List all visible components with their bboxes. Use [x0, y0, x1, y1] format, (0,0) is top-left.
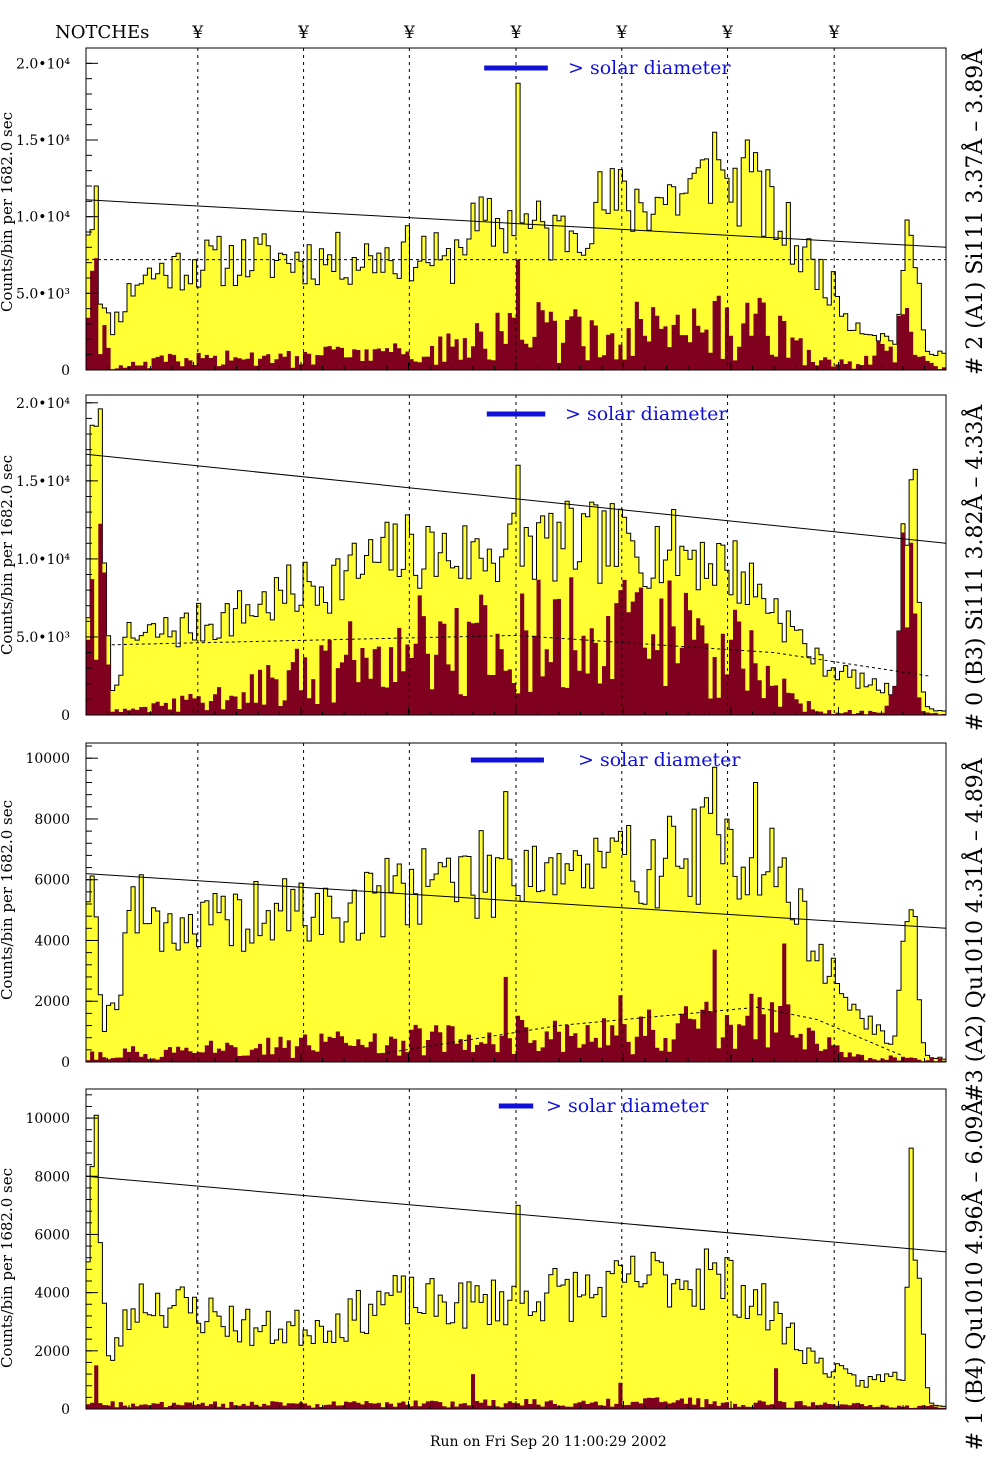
y-tick-label: 5.0•10³: [16, 630, 70, 646]
y-tick-label: 0: [61, 708, 70, 724]
total-counts-outline: [86, 766, 946, 1060]
total-counts-histogram: [86, 767, 946, 1062]
background-histogram: [86, 1365, 946, 1409]
solar-diameter-label: > solar diameter: [568, 57, 731, 79]
y-tick-label: 0: [61, 1402, 70, 1418]
trend-line: [85, 1175, 947, 1253]
y-axis-label: Counts/bin per 1682.0 sec: [0, 112, 16, 312]
trend-line: [85, 453, 947, 544]
panel-title: # 2 (A1) Si111 3.37Å – 3.89Å: [960, 48, 988, 375]
y-tick-label: 5.0•10³: [16, 286, 70, 302]
notch-symbols: ¥ ¥ ¥ ¥ ¥ ¥ ¥: [191, 23, 839, 43]
y-tick-label: 0: [61, 363, 70, 379]
mean-level-line: [386, 1006, 904, 1057]
total-counts-outline: [86, 82, 946, 356]
total-counts-histogram: [86, 408, 946, 715]
notches-label: NOTCHEs: [55, 22, 149, 43]
background-histogram: [86, 943, 946, 1062]
panel-title: # 1 (B4) Qu1010 4.96Å – 6.09Å: [960, 1099, 988, 1451]
y-tick-label: 8000: [34, 812, 70, 828]
panel-title: # 0 (B3) Si111 3.82Å – 4.33Å: [960, 404, 988, 732]
solar-diameter-label: > solar diameter: [578, 749, 741, 771]
y-tick-label: 10000: [25, 1111, 70, 1127]
y-tick-label: 2.0•10⁴: [16, 396, 70, 412]
y-tick-label: 4000: [34, 933, 70, 949]
notch-symbol: ¥: [403, 23, 415, 43]
y-tick-label: 0: [61, 1055, 70, 1071]
notch-symbol: ¥: [615, 23, 627, 43]
trend-line: [85, 199, 947, 248]
y-axis-label: Counts/bin per 1682.0 sec: [0, 455, 16, 655]
panel-qu1010-b4: Counts/bin per 1682.0 sec # 1 (B4) Qu101…: [0, 1088, 988, 1451]
notch-symbol: ¥: [721, 23, 733, 43]
y-tick-label: 2000: [34, 1344, 70, 1360]
y-tick-label: 6000: [34, 873, 70, 889]
y-tick-label: 1.5•10⁴: [16, 133, 70, 149]
y-tick-label: 8000: [34, 1169, 70, 1185]
y-axis-label: Counts/bin per 1682.0 sec: [0, 1168, 16, 1368]
y-tick-label: 1.5•10⁴: [16, 474, 70, 490]
y-tick-label: 2000: [34, 994, 70, 1010]
y-axis-label: Counts/bin per 1682.0 sec: [0, 800, 16, 1000]
panel-si111-b3: Counts/bin per 1682.0 sec # 0 (B3) Si111…: [0, 394, 988, 732]
y-tick-label: 1.0•10⁴: [16, 210, 70, 226]
solar-diameter-label: > solar diameter: [546, 1095, 709, 1117]
trend-line: [85, 873, 947, 929]
panel-si111-a1: Counts/bin per 1682.0 sec # 2 (A1) Si111…: [0, 47, 988, 379]
y-tick-label: 10000: [25, 751, 70, 767]
panel-qu1010-a2: Counts/bin per 1682.0 sec #3 (A2) Qu1010…: [0, 742, 988, 1102]
y-tick-label: 1.0•10⁴: [16, 552, 70, 568]
notch-symbol: ¥: [191, 23, 203, 43]
total-counts-outline: [86, 408, 946, 712]
solar-diameter-label: > solar diameter: [565, 403, 728, 425]
run-timestamp: Run on Fri Sep 20 11:00:29 2002: [430, 1434, 667, 1450]
y-tick-label: 6000: [34, 1227, 70, 1243]
notch-symbol: ¥: [510, 23, 522, 43]
panel-title: #3 (A2) Qu1010 4.31Å – 4.89Å: [960, 757, 988, 1101]
notch-symbol: ¥: [828, 23, 840, 43]
y-tick-label: 4000: [34, 1286, 70, 1302]
background-histogram: [86, 523, 946, 715]
notch-symbol: ¥: [297, 23, 309, 43]
y-tick-label: 2.0•10⁴: [16, 56, 70, 72]
